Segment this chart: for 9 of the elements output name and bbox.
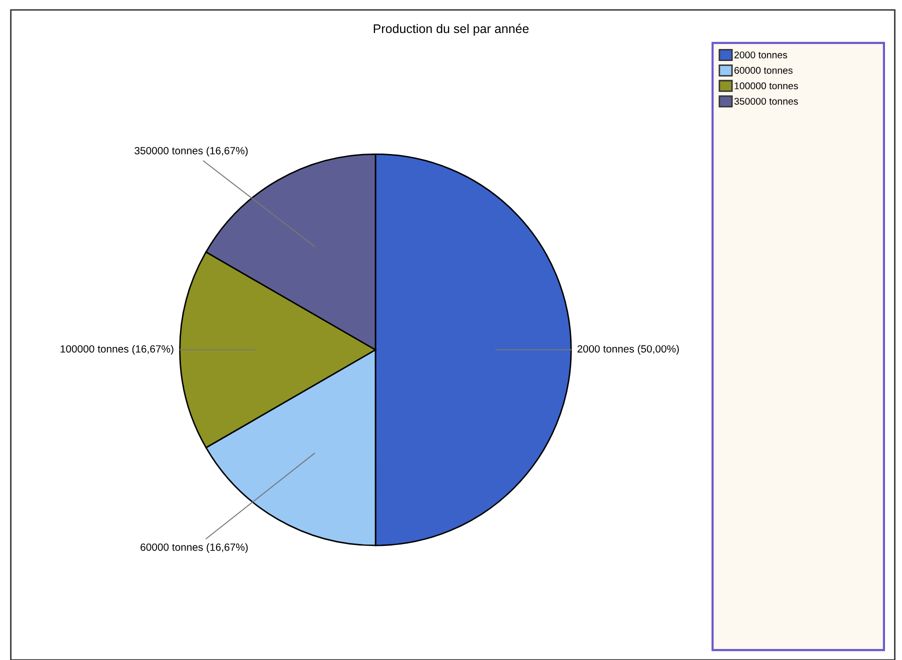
data-label: 2000 tonnes (50,00%)	[578, 344, 679, 355]
data-label: 100000 tonnes (16,67%)	[60, 344, 174, 355]
legend-label: 2000 tonnes	[734, 51, 788, 58]
legend-label: 60000 tonnes	[734, 66, 793, 74]
data-label: 60000 tonnes (16,67%)	[140, 543, 248, 553]
legend-label: 350000 tonnes	[734, 98, 798, 105]
legend-label: 100000 tonnes	[734, 82, 798, 90]
chart-title: Production du sel par année	[374, 24, 529, 36]
data-label: 350000 tonnes (16,67%)	[134, 146, 248, 156]
